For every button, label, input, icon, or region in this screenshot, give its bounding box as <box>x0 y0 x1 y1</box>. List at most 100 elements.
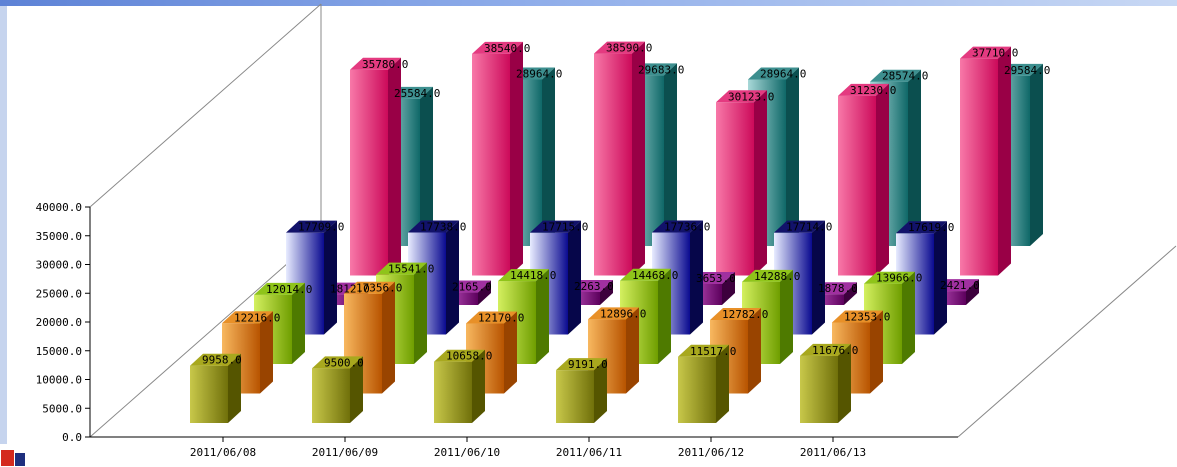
bar-dark-yellow-2011/06/13-top <box>800 343 851 356</box>
bar-yellow-green-2011/06/13-value-label: 13966.0 <box>876 272 922 285</box>
bar-crimson-pink-2011/06/12-top <box>838 83 889 96</box>
bar-yellow-green-2011/06/13-side <box>902 271 915 364</box>
bar-teal-2011/06/10-value-label: 29683.0 <box>638 63 684 76</box>
bar-teal-2011/06/11-side <box>786 67 799 246</box>
bar-yellow-green-2011/06/13-top <box>864 271 915 284</box>
bar-crimson-pink-2011/06/09-side <box>510 41 523 276</box>
bar-crimson-pink-2011/06/10-front <box>594 53 632 276</box>
bar-purple-2011/06/10-side <box>600 279 613 305</box>
bar-purple-2011/06/09-side <box>478 280 491 305</box>
bar-dark-yellow-2011/06/12-top <box>678 344 729 357</box>
y-axis-label: 0.0 <box>62 431 82 444</box>
background-window-red-fragment <box>1 450 14 466</box>
bar-yellow-green-2011/06/09-value-label: 15541.0 <box>388 263 434 276</box>
bar-crimson-pink-2011/06/12-value-label: 31230.0 <box>850 84 896 97</box>
bar-yellow-green-2011/06/12-top <box>742 269 793 282</box>
bar-purple-2011/06/11-value-label: 3653.0 <box>696 272 736 285</box>
bar-navy-blue-2011/06/09-top <box>408 220 459 233</box>
bar-teal-2011/06/12-top <box>870 69 921 82</box>
bar-dark-yellow-2011/06/08-value-label: 9958.0 <box>202 354 242 367</box>
bar-dark-yellow-2011/06/11-front <box>556 370 594 423</box>
y-axis-label: 40000.0 <box>36 201 82 214</box>
y-axis-label: 15000.0 <box>36 345 82 358</box>
y-axis-label: 25000.0 <box>36 287 82 300</box>
bar-crimson-pink-2011/06/09-value-label: 38540.0 <box>484 42 530 55</box>
background-window-blue-fragment <box>15 453 25 466</box>
bar-yellow-green-2011/06/10-side <box>536 269 549 364</box>
bar-orange-2011/06/08-top <box>222 311 273 324</box>
x-axis-label: 2011/06/09 <box>312 446 378 459</box>
bar-dark-yellow-2011/06/10-side <box>472 349 485 423</box>
bar-orange-2011/06/10-top <box>466 311 517 324</box>
bar-crimson-pink-2011/06/11-front <box>716 102 754 276</box>
y-axis-label: 10000.0 <box>36 374 82 387</box>
bar-crimson-pink-2011/06/11-top <box>716 90 767 103</box>
bar-purple-2011/06/13-side <box>966 279 979 305</box>
bar-crimson-pink-2011/06/08-top <box>350 57 401 70</box>
bar-yellow-green-2011/06/08-top <box>254 282 305 295</box>
bar-yellow-green-2011/06/10-value-label: 14418.0 <box>510 269 556 282</box>
bar-navy-blue-2011/06/11-value-label: 17736.0 <box>664 221 710 234</box>
bar-yellow-green-2011/06/08-side <box>292 282 305 364</box>
bar-dark-yellow-2011/06/09-value-label: 9500.0 <box>324 356 364 369</box>
bar-yellow-green-2011/06/11-value-label: 14468.0 <box>632 269 678 282</box>
bar-purple-2011/06/10-value-label: 2263.0 <box>574 280 614 293</box>
x-axis-label: 2011/06/13 <box>800 446 866 459</box>
bar-navy-blue-2011/06/12-top <box>774 220 825 233</box>
window-top-edge <box>0 0 1177 6</box>
bar-crimson-pink-2011/06/12-side <box>876 83 889 276</box>
bar-crimson-pink-2011/06/08-front <box>350 69 388 276</box>
bar-orange-2011/06/13-top <box>832 310 883 323</box>
bar-navy-blue-2011/06/08-value-label: 17709.0 <box>298 221 344 234</box>
bar-purple-2011/06/09-value-label: 2165.0 <box>452 281 492 294</box>
bar-navy-blue-2011/06/13-top <box>896 221 947 234</box>
bar-teal-2011/06/13-side <box>1030 63 1043 246</box>
bar-navy-blue-2011/06/11-top <box>652 220 703 233</box>
bar-crimson-pink-2011/06/08-side <box>388 57 401 276</box>
x-axis-label: 2011/06/12 <box>678 446 744 459</box>
bar-crimson-pink-2011/06/13-front <box>960 58 998 276</box>
bar-crimson-pink-2011/06/09-top <box>472 41 523 54</box>
bar-orange-2011/06/12-top <box>710 308 761 321</box>
bar-dark-yellow-2011/06/08-top <box>190 353 241 366</box>
bar-crimson-pink-2011/06/08-value-label: 35780.0 <box>362 58 408 71</box>
bar-yellow-green-2011/06/11-side <box>658 268 671 364</box>
x-axis-label: 2011/06/10 <box>434 446 500 459</box>
bar-orange-2011/06/09-side <box>382 281 395 394</box>
bar-teal-2011/06/11-value-label: 28964.0 <box>760 67 806 80</box>
bar-crimson-pink-2011/06/10-side <box>632 41 645 276</box>
bar-dark-yellow-2011/06/09-side <box>350 356 363 423</box>
bar-dark-yellow-2011/06/10-value-label: 10658.0 <box>446 350 492 363</box>
bar-orange-2011/06/13-side <box>870 310 883 394</box>
bar-yellow-green-2011/06/11-top <box>620 268 671 281</box>
bar-crimson-pink-2011/06/11-value-label: 30123.0 <box>728 90 774 103</box>
bar-orange-2011/06/10-side <box>504 311 517 394</box>
perspective-lines <box>89 3 1177 438</box>
bar-yellow-green-2011/06/08-value-label: 12014.0 <box>266 283 312 296</box>
bar-orange-2011/06/11-side <box>626 307 639 394</box>
x-axis-label: 2011/06/11 <box>556 446 622 459</box>
bar-orange-2011/06/12-value-label: 12782.0 <box>722 308 768 321</box>
bar-navy-blue-2011/06/10-top <box>530 220 581 233</box>
bar-crimson-pink-2011/06/11-side <box>754 90 767 276</box>
bar-dark-yellow-2011/06/13-front <box>800 355 838 423</box>
bar-yellow-green-2011/06/09-top <box>376 262 427 275</box>
bar-crimson-pink-2011/06/10-value-label: 38590.0 <box>606 42 652 55</box>
bar-dark-yellow-2011/06/11-top <box>556 358 607 371</box>
bar-purple-2011/06/12-value-label: 1878.0 <box>818 282 858 295</box>
bar-teal-2011/06/10-side <box>664 63 677 246</box>
bar-dark-yellow-2011/06/11-value-label: 9191.0 <box>568 358 608 371</box>
bar-dark-yellow-2011/06/12-value-label: 11517.0 <box>690 345 736 358</box>
bar-orange-2011/06/13-value-label: 12353.0 <box>844 310 890 323</box>
bar-orange-2011/06/10-value-label: 12170.0 <box>478 312 524 325</box>
bar-navy-blue-2011/06/10-value-label: 17715.0 <box>542 221 588 234</box>
bar-navy-blue-2011/06/12-side <box>812 220 825 335</box>
bar-teal-2011/06/09-side <box>542 67 555 246</box>
window-left-edge <box>0 6 7 444</box>
bar-orange-2011/06/08-side <box>260 311 273 394</box>
bar-navy-blue-2011/06/12-value-label: 17714.0 <box>786 221 832 234</box>
bar-orange-2011/06/08-value-label: 12216.0 <box>234 311 280 324</box>
bar-purple-2011/06/12-side <box>844 282 857 305</box>
